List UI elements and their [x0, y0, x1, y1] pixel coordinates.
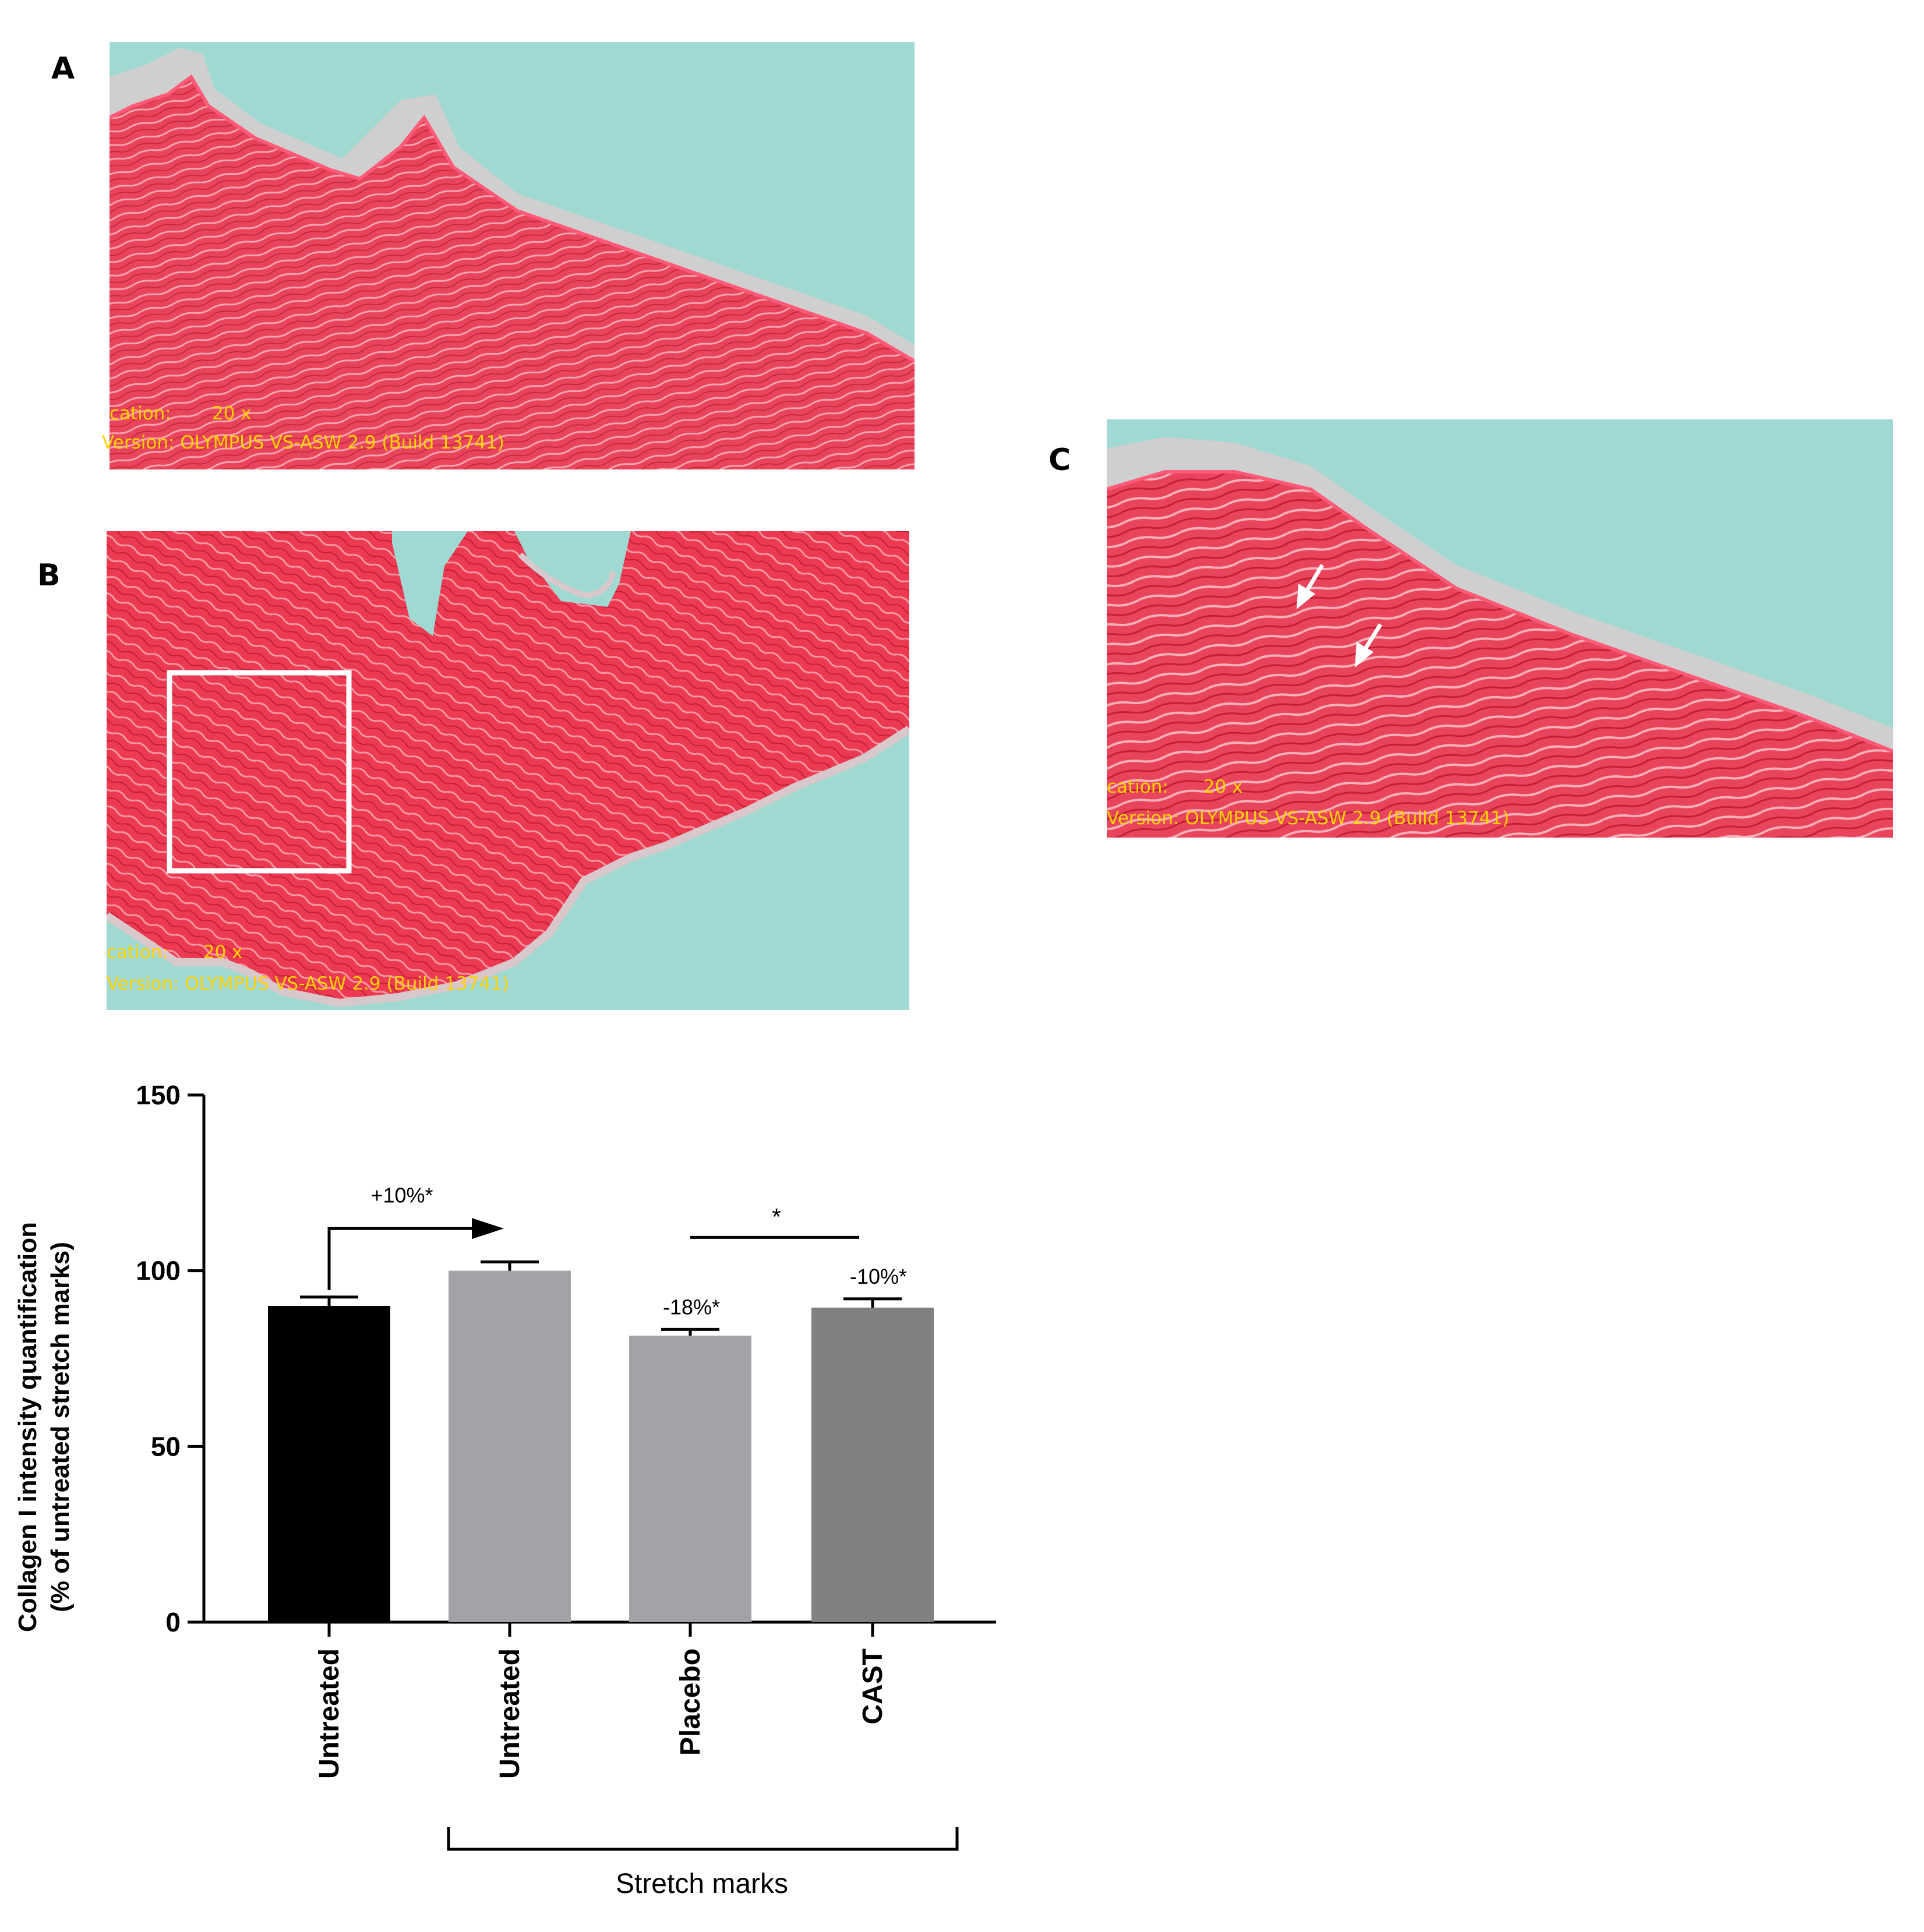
collagen-bar-chart: Collagen I intensity quantification (% o… — [13, 1080, 996, 1899]
y-axis-label: Collagen I intensity quantification (% o… — [13, 1222, 75, 1632]
bar-3 — [811, 1308, 934, 1622]
y-tick-label-100: 100 — [136, 1256, 181, 1286]
panel-letter-b: B — [37, 558, 61, 593]
bar-0 — [268, 1306, 390, 1622]
x-tick-label-0: Untreated — [314, 1648, 345, 1779]
annotation-minus-10: -10%* — [850, 1265, 907, 1288]
annotation-significance-star: * — [772, 1204, 781, 1230]
bars — [268, 1260, 934, 1622]
group-bracket — [447, 1827, 959, 1851]
panel-letter-a: A — [51, 51, 75, 86]
y-tick-label-50: 50 — [151, 1431, 181, 1461]
magnification-overlay-b: cation: 20 x — [107, 942, 243, 963]
micrograph-a — [110, 42, 915, 469]
x-tick-label-3: CAST — [857, 1648, 888, 1725]
micrograph-c — [1107, 419, 1893, 838]
x-axis: Untreated Untreated Placebo CAST — [314, 1622, 959, 1851]
arrow-head — [472, 1218, 504, 1239]
group-label-stretch-marks: Stretch marks — [616, 1869, 788, 1899]
bar-1 — [449, 1270, 571, 1622]
x-tick-label-2: Placebo — [675, 1648, 706, 1756]
panel-letter-c: C — [1049, 443, 1071, 478]
annotation-minus-18: -18%* — [663, 1295, 720, 1319]
y-axis-label-line1: Collagen I intensity quantification — [13, 1222, 42, 1632]
arrow-line — [327, 1227, 475, 1290]
x-tick-label-1: Untreated — [495, 1648, 525, 1779]
magnification-overlay-a: cation: 20 x — [110, 403, 252, 424]
version-overlay-b: Version: OLYMPUS VS-ASW 2.9 (Build 13741… — [107, 973, 509, 994]
y-axis-label-line2: (% of untreated stretch marks) — [46, 1242, 75, 1612]
magnification-overlay-c: cation: 20 x — [1107, 776, 1243, 797]
y-tick-label-0: 0 — [165, 1607, 181, 1637]
version-overlay-c: Version: OLYMPUS VS-ASW 2.9 (Build 13741… — [1107, 808, 1509, 829]
micrograph-b — [107, 531, 909, 1010]
annotation-plus-10: +10%* — [370, 1183, 433, 1207]
version-overlay-a: Version: OLYMPUS VS-ASW 2.9 (Build 13741… — [102, 432, 504, 453]
y-tick-label-150: 150 — [136, 1080, 181, 1110]
annotations: +10%* * -18%* -10%* Stretch marks — [327, 1183, 907, 1899]
bar-2 — [629, 1336, 751, 1622]
